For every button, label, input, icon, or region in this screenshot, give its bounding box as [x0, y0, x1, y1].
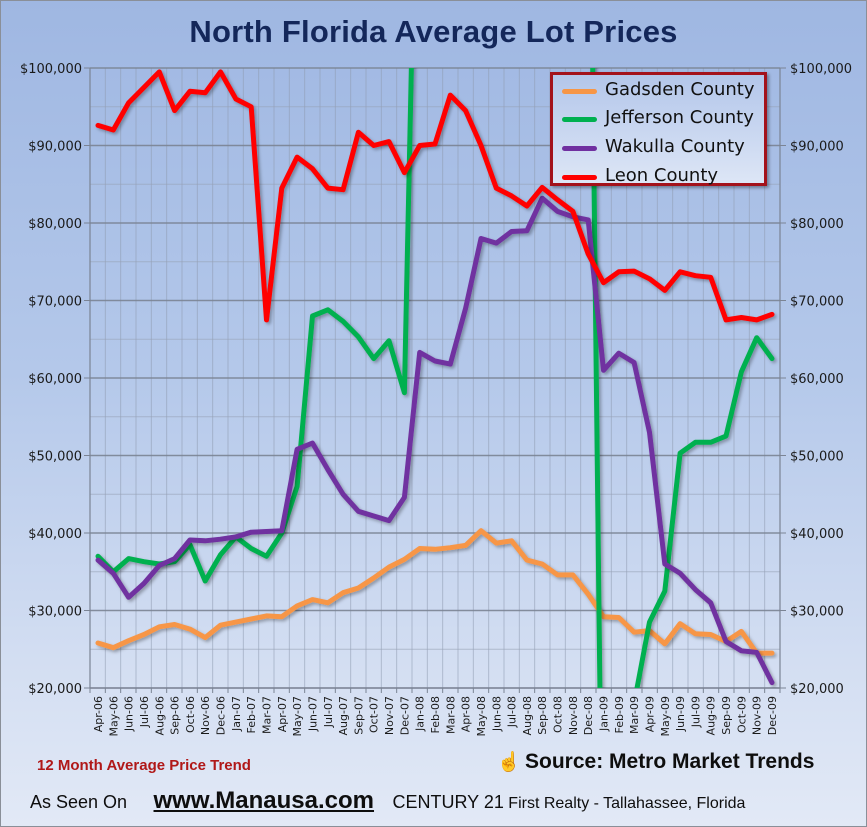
- series-line-leon: [95, 69, 775, 323]
- y-tick-label-left: $60,000: [28, 372, 82, 387]
- y-tick-label-left: $70,000: [28, 295, 82, 310]
- y-tick-label-right: $30,000: [790, 605, 844, 620]
- y-tick-label-left: $90,000: [28, 140, 82, 155]
- x-tick-label: Dec-07: [398, 696, 411, 735]
- x-tick-label: Mar-07: [261, 696, 274, 734]
- x-tick-label: Apr-07: [276, 696, 289, 732]
- y-tick-label-right: $100,000: [790, 62, 852, 77]
- x-tick-label: Mar-08: [444, 696, 457, 734]
- x-tick-label: May-07: [291, 696, 304, 737]
- legend-swatch-wakulla: [562, 146, 597, 151]
- y-tick-label-left: $30,000: [28, 605, 82, 620]
- x-tick-label: Mar-09: [628, 696, 641, 734]
- y-tick-label-right: $90,000: [790, 140, 844, 155]
- source-credit: ☝ Source: Metro Market Trends: [497, 750, 814, 774]
- x-tick-label: Feb-07: [245, 696, 258, 733]
- x-tick-label: Jul-07: [322, 696, 335, 728]
- x-tick-label: Aug-08: [521, 696, 534, 735]
- legend-swatch-jefferson: [562, 117, 597, 122]
- x-tick-label: Aug-09: [705, 696, 718, 735]
- legend-item-leon: Leon County: [553, 163, 763, 191]
- hand-pointer-icon: ☝: [497, 752, 521, 773]
- legend-label-jefferson: Jefferson County: [605, 107, 754, 128]
- x-tick-label: Jun-06: [123, 696, 136, 732]
- x-tick-label: May-08: [475, 696, 488, 737]
- x-tick-label: Jul-06: [138, 696, 151, 728]
- site-link[interactable]: www.Manausa.com: [153, 787, 375, 814]
- x-tick-label: Sep-08: [536, 696, 549, 735]
- x-tick-label: Jan-07: [230, 696, 243, 732]
- brand-name: CENTURY 21: [392, 792, 504, 812]
- gridlines: [89, 67, 781, 689]
- y-tick-label-left: $50,000: [28, 450, 82, 465]
- x-tick-label: Sep-06: [169, 696, 182, 735]
- y-tick-label-right: $50,000: [790, 450, 844, 465]
- x-tick-label: Nov-07: [383, 696, 396, 735]
- y-tick-label-right: $40,000: [790, 527, 844, 542]
- x-tick-label: Oct-09: [735, 696, 748, 733]
- chart-title: North Florida Average Lot Prices: [189, 14, 678, 49]
- legend-label-leon: Leon County: [605, 165, 719, 186]
- x-tick-label: Apr-09: [643, 696, 656, 732]
- footer: As Seen On www.Manausa.com CENTURY 21 Fi…: [30, 787, 745, 815]
- legend-swatch-gadsden: [562, 89, 597, 94]
- x-tick-label: Jan-08: [414, 696, 427, 732]
- x-tick-label: Jun-08: [490, 696, 503, 732]
- x-tick-label: Dec-09: [766, 696, 779, 735]
- x-tick-label: May-09: [659, 696, 672, 737]
- y-tick-label-right: $70,000: [790, 295, 844, 310]
- x-tick-label: Sep-07: [352, 696, 365, 735]
- x-tick-label: Dec-08: [582, 696, 595, 735]
- x-tick-label: Dec-06: [215, 696, 228, 735]
- x-tick-label: Sep-09: [720, 696, 733, 735]
- as-seen-on-text: As Seen On: [30, 792, 128, 812]
- series-line-wakulla: [95, 195, 775, 686]
- legend-label-wakulla: Wakulla County: [605, 136, 745, 157]
- legend-swatch-leon: [562, 175, 597, 180]
- x-tick-label: Jul-08: [506, 696, 519, 728]
- x-tick-label: Jul-09: [689, 696, 702, 728]
- legend-item-jefferson: Jefferson County: [553, 105, 763, 133]
- x-tick-label: Aug-06: [153, 696, 166, 735]
- legend-label-gadsden: Gadsden County: [605, 79, 755, 100]
- x-tick-label: Oct-08: [552, 696, 565, 733]
- legend-item-gadsden: Gadsden County: [553, 77, 763, 105]
- x-tick-label: Feb-09: [613, 696, 626, 733]
- x-tick-label: Jun-07: [306, 696, 319, 732]
- series-lines: [95, 68, 775, 688]
- y-tick-label-right: $20,000: [790, 682, 844, 697]
- y-tick-label-right: $80,000: [790, 217, 844, 232]
- legend: Gadsden County Jefferson County Wakulla …: [550, 72, 767, 186]
- y-tick-label-left: $20,000: [28, 682, 82, 697]
- x-tick-label: Nov-06: [199, 696, 212, 735]
- series-line-gadsden: [95, 528, 775, 656]
- y-axis-left: $20,000 $30,000 $40,000 $50,000 $60,000 $70,0…: [20, 62, 90, 697]
- x-tick-label: Apr-08: [460, 696, 473, 732]
- x-tick-label: Jan-09: [598, 696, 611, 732]
- y-tick-label-left: $80,000: [28, 217, 82, 232]
- office-name: First Realty - Tallahassee, Florida: [508, 795, 746, 812]
- trend-note: 12 Month Average Price Trend: [37, 757, 251, 774]
- series-line-jefferson: [95, 68, 775, 688]
- x-tick-label: Nov-08: [567, 696, 580, 735]
- y-tick-label-right: $60,000: [790, 372, 844, 387]
- x-tick-label: Apr-06: [92, 696, 105, 732]
- x-tick-label: Nov-09: [751, 696, 764, 735]
- x-tick-label: Oct-07: [368, 696, 381, 733]
- x-tick-label: May-06: [107, 696, 120, 737]
- y-tick-label-left: $100,000: [20, 62, 82, 77]
- y-tick-label-left: $40,000: [28, 527, 82, 542]
- y-axis-right: $20,000 $30,000 $40,000 $50,000 $60,000 $70,0…: [780, 62, 852, 697]
- source-text: Source: Metro Market Trends: [525, 750, 815, 773]
- x-tick-label: Aug-07: [337, 696, 350, 735]
- legend-item-wakulla: Wakulla County: [553, 134, 763, 162]
- x-tick-label: Oct-06: [184, 696, 197, 733]
- x-axis: Apr-06 May-06 Jun-06 Jul-06 Aug-06 Sep-06 Oct-…: [89, 688, 781, 737]
- x-tick-label: Feb-08: [429, 696, 442, 733]
- x-tick-label: Jun-09: [674, 696, 687, 732]
